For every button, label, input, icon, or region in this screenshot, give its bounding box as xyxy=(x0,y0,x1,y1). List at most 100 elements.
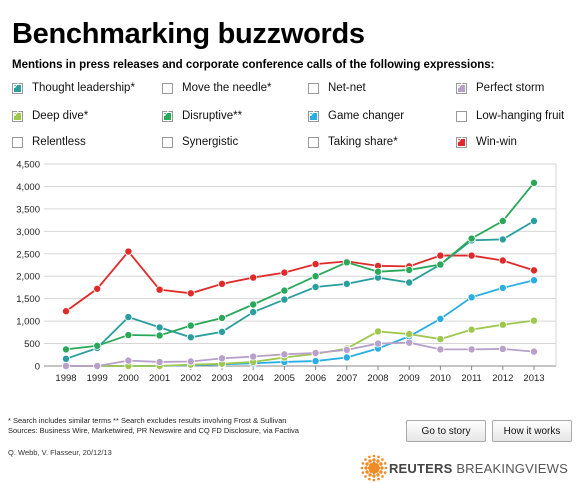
legend-checkbox[interactable] xyxy=(308,136,319,148)
data-point xyxy=(405,338,414,347)
data-point xyxy=(436,260,445,269)
data-point xyxy=(186,357,195,366)
legend-checkbox[interactable]: ✓ xyxy=(456,80,467,94)
data-point xyxy=(311,260,320,269)
y-tick-label: 3,000 xyxy=(16,227,40,238)
brand-breakingviews: BREAKINGVIEWS xyxy=(456,460,568,476)
reuters-breakingviews-logo: REUTERS BREAKINGVIEWS xyxy=(359,453,568,483)
legend-checkbox[interactable]: ✓ xyxy=(12,78,23,94)
x-tick-label: 2002 xyxy=(180,373,201,384)
legend-item[interactable]: Move the needle* xyxy=(162,82,272,94)
data-point xyxy=(498,217,507,226)
data-point xyxy=(62,307,71,316)
data-point xyxy=(280,268,289,277)
check-icon: ✓ xyxy=(12,78,22,92)
series-line xyxy=(65,250,535,312)
logo-dot xyxy=(368,473,372,477)
logo-dot xyxy=(383,462,387,465)
legend-item[interactable]: Taking share* xyxy=(308,136,398,148)
legend-checkbox[interactable] xyxy=(308,82,319,94)
legend-item[interactable]: Net-net xyxy=(308,82,366,94)
data-point xyxy=(311,272,320,281)
legend: ✓ Thought leadership* Move the needle* Net-… xyxy=(12,78,580,158)
logo-dot xyxy=(361,471,365,474)
data-point xyxy=(467,345,476,354)
y-tick-label: 4,500 xyxy=(16,160,40,171)
data-point xyxy=(217,279,226,288)
logo-dot xyxy=(364,466,368,470)
x-tick-label: 2006 xyxy=(305,373,326,384)
data-point xyxy=(311,282,320,291)
data-point xyxy=(62,345,71,354)
data-point xyxy=(342,353,351,362)
logo-dot xyxy=(371,465,377,471)
x-tick-label: 2004 xyxy=(243,373,264,384)
go-to-story-button[interactable]: Go to story xyxy=(406,420,486,442)
data-point xyxy=(217,327,226,336)
logo-dot xyxy=(376,459,380,463)
data-point xyxy=(62,361,71,370)
legend-label: Thought leadership* xyxy=(32,82,135,94)
check-icon: ✓ xyxy=(162,106,172,120)
logo-dot xyxy=(372,474,376,478)
legend-item[interactable]: ✓ Game changer xyxy=(308,106,405,122)
data-point xyxy=(498,256,507,265)
data-point xyxy=(498,235,507,244)
legend-label: Deep dive* xyxy=(32,110,89,122)
x-tick-label: 2008 xyxy=(367,373,388,384)
legend-checkbox[interactable] xyxy=(162,136,173,148)
data-point xyxy=(530,316,539,325)
data-point xyxy=(311,348,320,357)
data-point xyxy=(280,350,289,359)
legend-checkbox[interactable] xyxy=(12,136,23,148)
logo-dot xyxy=(377,455,380,459)
check-icon: ✓ xyxy=(12,106,22,120)
legend-checkbox[interactable]: ✓ xyxy=(456,134,467,148)
how-it-works-button[interactable]: How it works xyxy=(492,420,572,442)
data-point xyxy=(530,178,539,187)
data-point xyxy=(530,266,539,275)
legend-label: Low-hanging fruit xyxy=(476,110,565,122)
y-tick-label: 500 xyxy=(24,339,40,350)
legend-checkbox[interactable] xyxy=(162,82,173,94)
legend-item[interactable]: ✓ Perfect storm xyxy=(456,80,544,94)
data-point xyxy=(405,265,414,274)
data-point xyxy=(498,283,507,292)
data-point xyxy=(186,333,195,342)
legend-item[interactable]: ✓ Disruptive** xyxy=(162,106,242,122)
legend-item[interactable]: Relentless xyxy=(12,136,86,148)
footnote-search: * Search includes similar terms ** Searc… xyxy=(8,416,287,425)
legend-checkbox[interactable]: ✓ xyxy=(12,106,23,122)
legend-checkbox[interactable]: ✓ xyxy=(162,106,173,122)
check-icon: ✓ xyxy=(308,106,318,120)
legend-label: Game changer xyxy=(328,110,405,122)
logo-dot xyxy=(364,475,367,478)
data-point xyxy=(467,251,476,260)
page-title: Benchmarking buzzwords xyxy=(12,18,365,50)
logo-dot xyxy=(364,458,367,461)
series-line xyxy=(65,220,535,360)
y-tick-label: 1,000 xyxy=(16,317,40,328)
logo-dot xyxy=(380,466,384,470)
x-tick-label: 2013 xyxy=(523,373,544,384)
legend-item[interactable]: ✓ Deep dive* xyxy=(12,106,89,122)
legend-item[interactable]: Low-hanging fruit xyxy=(456,110,564,122)
data-point xyxy=(467,325,476,334)
footnotes: * Search includes similar terms ** Searc… xyxy=(8,416,299,436)
data-point xyxy=(467,234,476,243)
legend-item[interactable]: ✓ Thought leadership* xyxy=(12,78,135,94)
data-point xyxy=(155,285,164,294)
data-point xyxy=(436,345,445,354)
series-line xyxy=(65,182,535,351)
legend-label: Taking share* xyxy=(328,136,398,148)
logo-dot xyxy=(381,458,384,461)
data-point xyxy=(62,354,71,363)
data-point xyxy=(405,330,414,339)
legend-item[interactable]: Synergistic xyxy=(162,136,238,148)
legend-item[interactable]: ✓ Win-win xyxy=(456,134,517,148)
legend-checkbox[interactable] xyxy=(456,110,467,122)
y-tick-label: 4,000 xyxy=(16,182,40,193)
data-point xyxy=(311,357,320,366)
legend-checkbox[interactable]: ✓ xyxy=(308,106,319,122)
logo-dot xyxy=(379,462,383,466)
